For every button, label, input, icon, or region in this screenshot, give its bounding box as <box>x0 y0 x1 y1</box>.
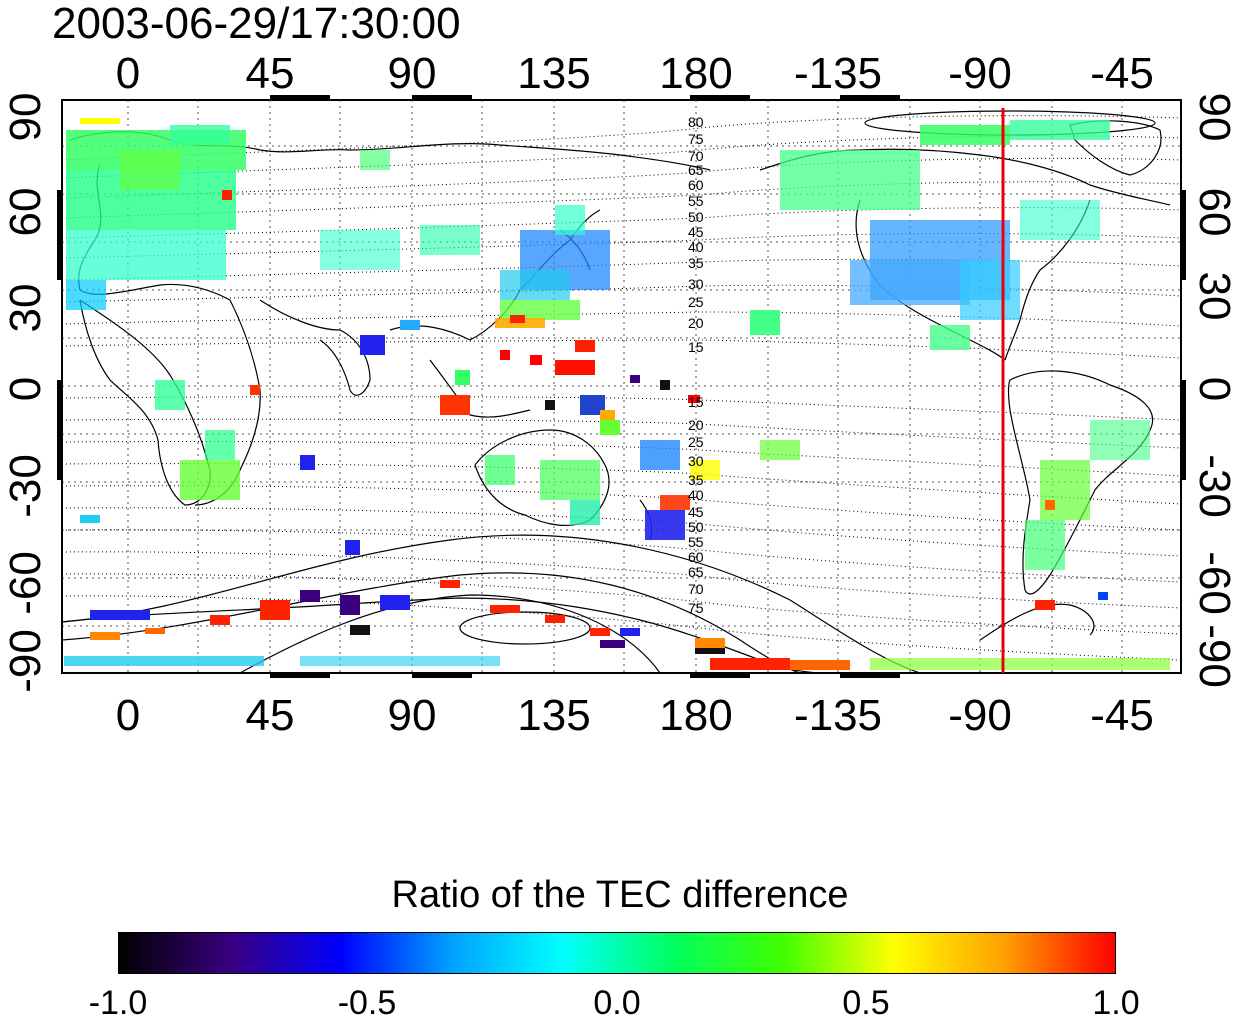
left-tick-label: -30 <box>1 454 50 518</box>
contour-label: 50 <box>688 519 704 535</box>
contour-label: 40 <box>688 239 704 255</box>
contour-label: 45 <box>688 504 704 520</box>
right-tick-label: 30 <box>1190 272 1239 321</box>
top-tick-label: -45 <box>1090 49 1154 98</box>
contour-label: 65 <box>688 564 704 580</box>
left-tick-label: 60 <box>1 188 50 237</box>
bottom-tick-label: 90 <box>388 691 437 740</box>
contour-label: 30 <box>688 453 704 469</box>
contour-label: 55 <box>688 193 704 209</box>
contour-label: 60 <box>688 177 704 193</box>
colorbar-tick-label: -0.5 <box>337 984 397 1022</box>
left-tick-label: -90 <box>1 629 50 693</box>
top-tick-label: 0 <box>116 49 140 98</box>
left-tick-label: -60 <box>1 551 50 615</box>
contour-labels-north: 80 75 70 65 60 55 50 45 40 35 30 25 20 1… <box>688 114 704 355</box>
colorbar <box>118 932 1116 974</box>
contour-label: 65 <box>688 162 704 178</box>
contour-labels-south: 15 20 25 30 35 40 45 50 55 60 65 70 75 <box>688 394 704 616</box>
right-tick-label: -60 <box>1190 551 1239 615</box>
left-axis-labels: 90 60 30 0 -30 -60 -90 <box>1 93 50 693</box>
grid-lines <box>62 100 1181 673</box>
contour-label: 15 <box>688 339 704 355</box>
contour-label: 25 <box>688 294 704 310</box>
colorbar-tick-label: 0.0 <box>593 984 641 1022</box>
contour-label: 35 <box>688 255 704 271</box>
top-tick-label: 45 <box>246 49 295 98</box>
contour-label: 55 <box>688 534 704 550</box>
colorbar-tick-label: 0.5 <box>842 984 890 1022</box>
top-tick-label: -90 <box>948 49 1012 98</box>
contour-label: 50 <box>688 209 704 225</box>
contour-label: 60 <box>688 549 704 565</box>
tec-map: 80 75 70 65 60 55 50 45 40 35 30 25 20 1… <box>1 49 1239 740</box>
right-tick-label: -30 <box>1190 454 1239 518</box>
colorbar-title: Ratio of the TEC difference <box>391 874 849 916</box>
contour-label: 25 <box>688 434 704 450</box>
colorbar-tick-label: 1.0 <box>1092 984 1140 1022</box>
right-tick-label: -90 <box>1190 624 1239 688</box>
contour-label: 70 <box>688 148 704 164</box>
top-tick-label: 135 <box>517 49 590 98</box>
contour-label: 75 <box>688 600 704 616</box>
top-axis-labels: 0 45 90 135 180 -135 -90 -45 <box>116 49 1154 98</box>
right-tick-label: 90 <box>1190 93 1239 142</box>
right-tick-label: 0 <box>1190 377 1239 401</box>
contour-label: 20 <box>688 315 704 331</box>
tec-data-patches <box>64 118 1170 670</box>
colorbar-tick-label: -1.0 <box>88 984 148 1022</box>
contour-label: 45 <box>688 224 704 240</box>
right-axis-labels: 90 60 30 0 -30 -60 -90 <box>1190 93 1239 688</box>
bottom-tick-label: 45 <box>246 691 295 740</box>
bottom-axis-labels: 0 45 90 135 180 -135 -90 -45 <box>116 691 1154 740</box>
contour-label: 15 <box>688 394 704 410</box>
top-tick-label: 180 <box>659 49 732 98</box>
frame-tick-bars <box>57 95 1186 678</box>
contour-label: 30 <box>688 276 704 292</box>
contour-label: 20 <box>688 417 704 433</box>
bottom-tick-label: -135 <box>794 691 882 740</box>
top-tick-label: -135 <box>794 49 882 98</box>
contour-label: 70 <box>688 581 704 597</box>
page-title: 2003-06-29/17:30:00 <box>52 0 461 48</box>
contour-label: 75 <box>688 131 704 147</box>
bottom-tick-label: 135 <box>517 691 590 740</box>
left-tick-label: 0 <box>1 377 50 401</box>
bottom-tick-label: 180 <box>659 691 732 740</box>
contour-label: 80 <box>688 114 704 130</box>
contour-label: 40 <box>688 487 704 503</box>
top-tick-label: 90 <box>388 49 437 98</box>
bottom-tick-label: 0 <box>116 691 140 740</box>
left-tick-label: 90 <box>1 93 50 142</box>
bottom-tick-label: -90 <box>948 691 1012 740</box>
bottom-tick-label: -45 <box>1090 691 1154 740</box>
left-tick-label: 30 <box>1 284 50 333</box>
contour-label: 35 <box>688 472 704 488</box>
right-tick-label: 60 <box>1190 188 1239 237</box>
